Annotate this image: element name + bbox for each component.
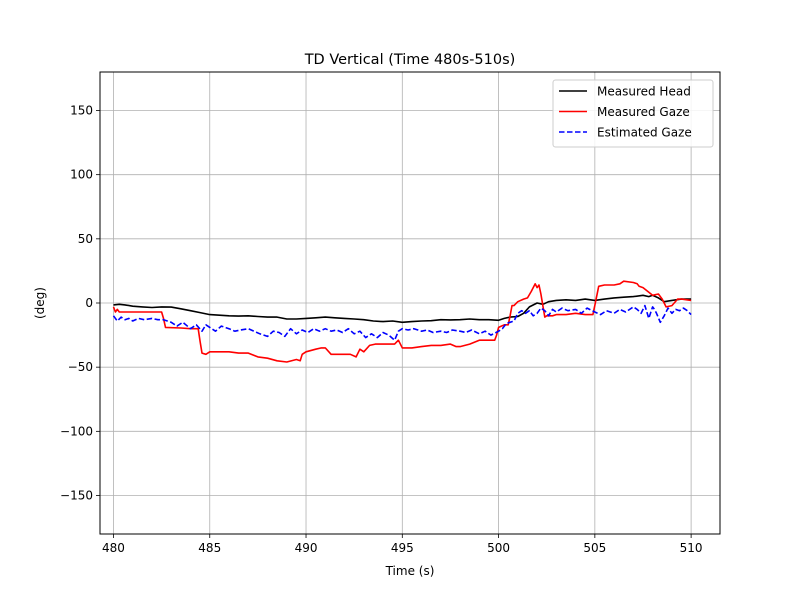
legend: Measured Head Measured Gaze Estimated Gaze bbox=[552, 79, 714, 148]
x-tick-label: 480 bbox=[102, 541, 125, 555]
plot-lines bbox=[112, 280, 692, 363]
series-line-measured-gaze bbox=[112, 280, 692, 363]
y-tick-label: 0 bbox=[85, 296, 93, 310]
x-tick-label: 490 bbox=[295, 541, 318, 555]
x-tick-label: 505 bbox=[583, 541, 606, 555]
x-tick-label: 495 bbox=[391, 541, 414, 555]
y-tick-label: 50 bbox=[78, 232, 93, 246]
x-axis-label: Time (s) bbox=[385, 564, 435, 578]
legend-label-measured-head: Measured Head bbox=[597, 85, 691, 99]
y-tick-label: −100 bbox=[60, 424, 93, 438]
y-tick-label: −150 bbox=[60, 489, 93, 503]
chart-title: TD Vertical (Time 480s-510s) bbox=[304, 52, 516, 68]
y-tick-label: −50 bbox=[68, 360, 93, 374]
legend-label-estimated-gaze: Estimated Gaze bbox=[597, 126, 692, 140]
series-line-estimated-gaze bbox=[112, 304, 692, 342]
axis-ticks: 480 485 490 495 500 505 510 −150 −100 −50 0 50 100 15… bbox=[60, 104, 703, 556]
y-tick-label: 150 bbox=[70, 104, 93, 118]
x-tick-label: 510 bbox=[680, 541, 703, 555]
legend-label-measured-gaze: Measured Gaze bbox=[597, 105, 690, 119]
series-line-measured-head bbox=[113, 294, 692, 324]
x-tick-label: 485 bbox=[198, 541, 221, 555]
grid bbox=[100, 72, 720, 534]
y-axis-label: (deg) bbox=[33, 287, 47, 319]
x-tick-label: 500 bbox=[487, 541, 510, 555]
legend-box bbox=[552, 79, 714, 148]
y-tick-label: 100 bbox=[70, 168, 93, 182]
